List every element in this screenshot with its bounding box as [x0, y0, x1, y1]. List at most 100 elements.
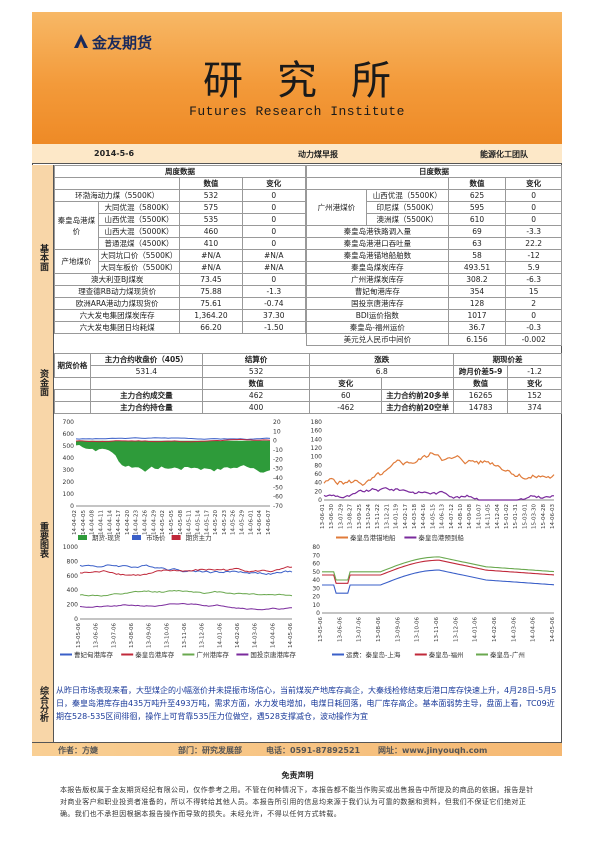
daily-row-value: 354: [447, 285, 507, 298]
c0-x-tick: 14-04-20: [125, 510, 131, 535]
weekly-row-label: 欧洲ARA港动力煤现货价: [53, 297, 181, 310]
c2-y-tick: 400: [67, 587, 79, 594]
weekly-row-change: 0: [241, 189, 307, 202]
weekly-row-label: 六大发电集团煤炭库存: [53, 309, 181, 322]
futures-hold-label: 主力合约持仓量: [89, 401, 203, 414]
weekly-row-change: #N/A: [241, 249, 307, 262]
c0-y-tick: 100: [63, 491, 75, 498]
header-banner: [32, 12, 562, 144]
daily-row-change: -0.002: [505, 333, 562, 346]
futures-settle-head: 结算价: [201, 353, 311, 366]
daily-row-change: -0.3: [505, 321, 562, 334]
c1-x-tick: 13-11-22: [375, 504, 381, 529]
c2-x-tick: 13-06-06: [94, 623, 100, 648]
futures-close-head: 主力合约收盘价（405）: [89, 353, 203, 366]
c1-x-tick: 15-01-31: [513, 504, 519, 529]
c0-x-tick: 14-05-05: [169, 510, 175, 535]
disclaimer-text: 本报告版权属于金友期货经纪有限公司，仅作参考之用。不管在何种情况下，本报告都不能…: [60, 786, 534, 818]
c1-x-tick: 14-01-19: [394, 504, 400, 529]
c2-x-tick: 14-03-06: [253, 623, 259, 648]
futures-change-head: 变化: [309, 377, 383, 390]
daily-row-label: BDI运价指数: [306, 309, 449, 322]
section-futures: 资金面: [32, 349, 54, 415]
daily-row-change: 0: [505, 201, 562, 214]
c1-line-anchorage: [323, 452, 555, 487]
c0-x-tick: 14-06-07: [266, 510, 272, 535]
c0-x-tick: 14-04-17: [116, 510, 122, 535]
daily-row-value: 493.51: [447, 261, 507, 274]
c0-x-tick: 14-05-29: [240, 510, 246, 535]
c2-y-tick: 1000: [63, 544, 78, 551]
legend-label: 曹妃甸港库存: [74, 650, 114, 659]
c0-y2-tick: -50: [273, 484, 283, 491]
weekly-row-change: 0: [241, 225, 307, 238]
legend-label: 广州港库存: [196, 650, 229, 659]
c2-x-tick: 13-11-06: [182, 623, 188, 648]
futures-close: 531.4: [89, 365, 203, 378]
c2-x-tick: 14-02-06: [235, 623, 241, 648]
daily-row-change: -6.3: [505, 273, 562, 286]
futures-chg: 6.8: [309, 365, 455, 378]
c1-x-tick: 14-10-07: [476, 504, 482, 529]
weekly-row-label: 普通混煤（4500K）: [97, 237, 181, 250]
c0-x-tick: 14-05-02: [160, 510, 166, 535]
legend-swatch: [78, 535, 87, 540]
daily-row-change: 22.2: [505, 237, 562, 250]
legend-label: 期货-现货: [92, 533, 121, 542]
weekly-row-value: 66.20: [179, 321, 243, 334]
daily-title: 日度数据: [306, 165, 562, 178]
c3-y-tick: 50: [312, 569, 320, 576]
report-team: 能源化工团队: [480, 150, 528, 159]
weekly-row-value: 410: [179, 237, 243, 250]
footer-phone: 电话：0591-87892521: [266, 746, 361, 755]
c0-x-tick: 14-04-23: [134, 510, 140, 535]
c0-y-tick: 500: [63, 443, 75, 450]
c0-x-tick: 14-05-11: [187, 510, 193, 535]
legend-label: 秦皇岛港库存: [135, 650, 175, 659]
c1-x-tick: 13-06-30: [329, 504, 335, 529]
c3-y-tick: 40: [312, 577, 320, 584]
weekly-row-value: 460: [179, 225, 243, 238]
c0-line-market: [75, 437, 271, 441]
c3-y-tick: 80: [312, 544, 320, 551]
weekly-blank: [53, 177, 181, 190]
c1-x-tick: 14-07-12: [449, 504, 455, 529]
logo-text: 金友期货: [92, 34, 153, 52]
disclaimer-title: 免责声明: [281, 771, 314, 780]
section-basic: 基本面: [32, 165, 54, 349]
legend-label: 秦皇岛港锚地船: [350, 533, 396, 542]
weekly-table: 周度数据 数值 变化 环渤海动力煤（5500K） 532 0 秦皇岛港煤价 大同优混（5800…: [53, 165, 307, 334]
c1-x-tick: 14-08-10: [458, 504, 464, 529]
c2-y-tick: 600: [67, 573, 79, 580]
futures-short-value: 14783: [453, 401, 509, 414]
c0-y-tick: 200: [63, 479, 75, 486]
weekly-row-change: 0: [241, 201, 307, 214]
daily-row-change: -12: [505, 249, 562, 262]
weekly-row-change: 37.30: [241, 309, 307, 322]
c0-y2-tick: -70: [273, 503, 283, 510]
daily-row-change: 5.9: [505, 261, 562, 274]
report-info-row: 2014-5-6 动力煤早报 能源化工团队: [32, 144, 562, 164]
daily-change-head: 变化: [505, 177, 562, 190]
futures-volume-change: 60: [309, 389, 383, 402]
c1-y-tick: 40: [314, 480, 322, 487]
c3-line-1: [322, 559, 555, 584]
footer-author: 作者：方婕: [58, 746, 98, 755]
report-date: 2014-5-6: [94, 149, 135, 158]
c3-x-tick: 14-05-06: [550, 617, 556, 642]
c1-x-tick: 15-03-01: [522, 504, 528, 529]
daily-row-value: 625: [447, 189, 507, 202]
section-futures-label: 资金面: [38, 368, 48, 396]
c3-x-tick: 13-08-06: [376, 617, 382, 642]
footer-web[interactable]: 网址：www.jinyouqh.com: [378, 746, 488, 755]
c1-x-tick: 14-09-08: [467, 504, 473, 529]
daily-row-value: 6.156: [447, 333, 507, 346]
weekly-row-label: 六大发电集团日均耗煤: [53, 321, 181, 334]
c2-line-3: [79, 602, 293, 611]
weekly-row-label: 山西优混（5500K）: [97, 213, 181, 226]
c3-y-tick: 10: [312, 602, 320, 609]
c3-x-tick: 13-10-06: [415, 617, 421, 642]
futures-hold-change: -462: [309, 401, 383, 414]
weekly-row-change: 0: [241, 273, 307, 286]
c1-x-tick: 13-06-01: [320, 504, 326, 529]
